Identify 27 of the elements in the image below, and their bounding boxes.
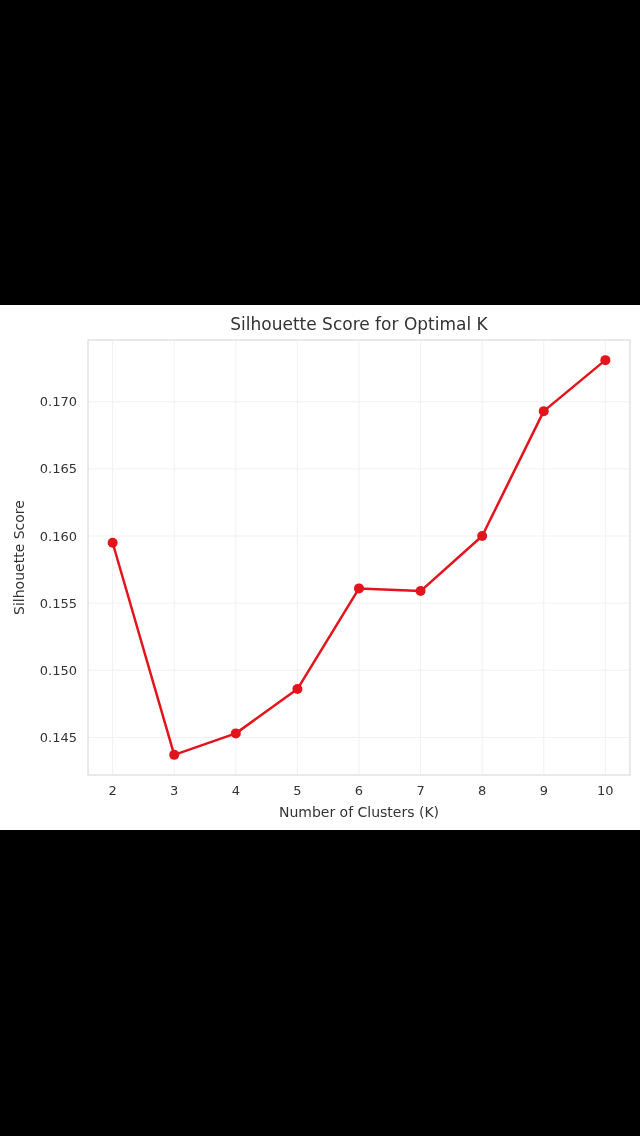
x-tick-label: 3 [170,783,179,798]
point [292,684,303,695]
x-tick-label: 2 [108,783,117,798]
y-axis-title: Silhouette Score [11,500,27,615]
x-tick-label: 4 [231,783,240,798]
point [477,531,488,542]
point [107,537,118,548]
x-tick-label: 10 [597,783,614,798]
y-tick-label: 0.160 [39,528,77,544]
y-tick-label: 0.165 [39,461,77,477]
y-tick-label: 0.150 [39,662,77,678]
y-tick-label: 0.170 [39,394,77,410]
point [600,355,611,366]
x-tick-label: 5 [293,783,302,798]
chart-title: Silhouette Score for Optimal K [230,314,489,334]
point [538,406,549,417]
x-tick-label: 6 [354,783,364,798]
x-axis-title: Number of Clusters (K) [278,804,440,820]
point [415,586,426,597]
point [230,728,241,739]
x-tick-label: 7 [416,783,425,798]
point [354,583,364,594]
y-tick-label: 0.155 [39,595,77,611]
x-tick-label: 8 [478,783,487,798]
point [169,749,180,760]
y-tick-label: 0.145 [39,729,77,745]
x-tick-label: 9 [539,783,548,798]
